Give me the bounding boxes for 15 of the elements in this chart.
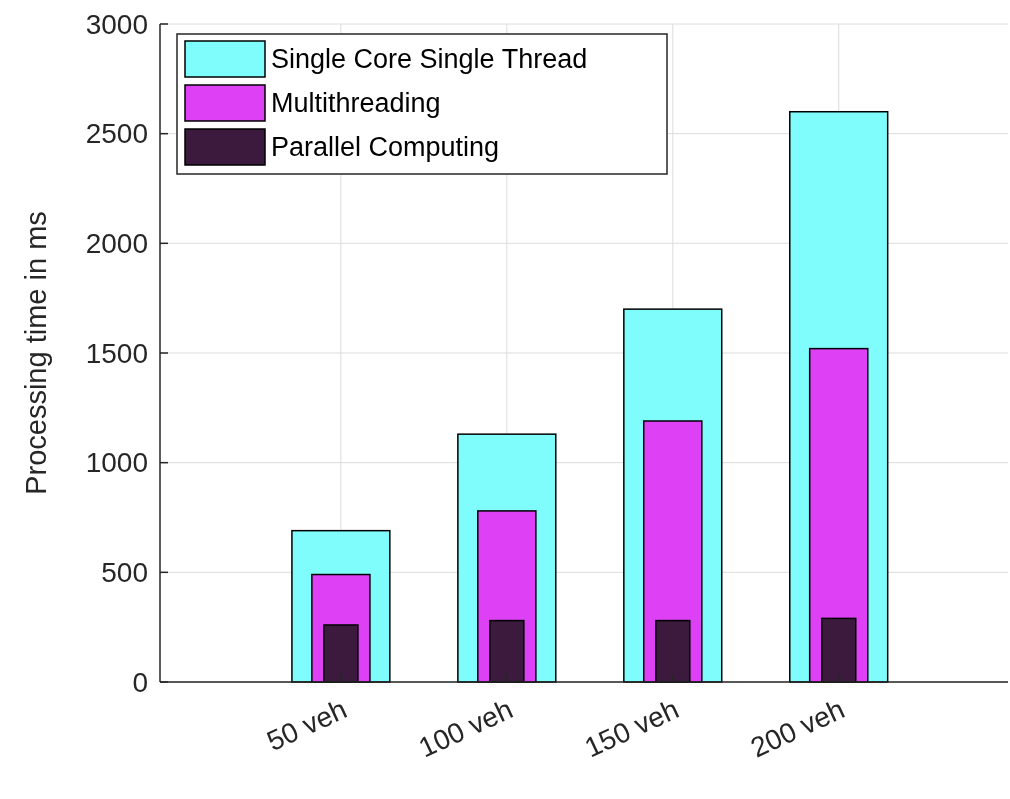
legend-label: Multithreading — [271, 88, 441, 119]
y-tick-label: 3000 — [85, 8, 148, 40]
y-tick-label: 500 — [101, 557, 148, 589]
y-tick-label: 2000 — [85, 228, 148, 260]
x-tick-label: 100 veh — [413, 693, 518, 764]
y-tick-label: 0 — [132, 666, 148, 698]
x-tick-label: 150 veh — [579, 693, 684, 764]
y-tick-label: 1500 — [85, 337, 148, 369]
y-axis-title: Processing time in ms — [20, 211, 52, 495]
y-tick-label: 1000 — [85, 447, 148, 479]
x-tick-label: 50 veh — [262, 693, 352, 757]
y-tick-label: 2500 — [85, 118, 148, 150]
x-tick-label: 200 veh — [745, 693, 850, 764]
legend-label: Single Core Single Thread — [271, 44, 588, 75]
legend-label: Parallel Computing — [271, 132, 500, 163]
